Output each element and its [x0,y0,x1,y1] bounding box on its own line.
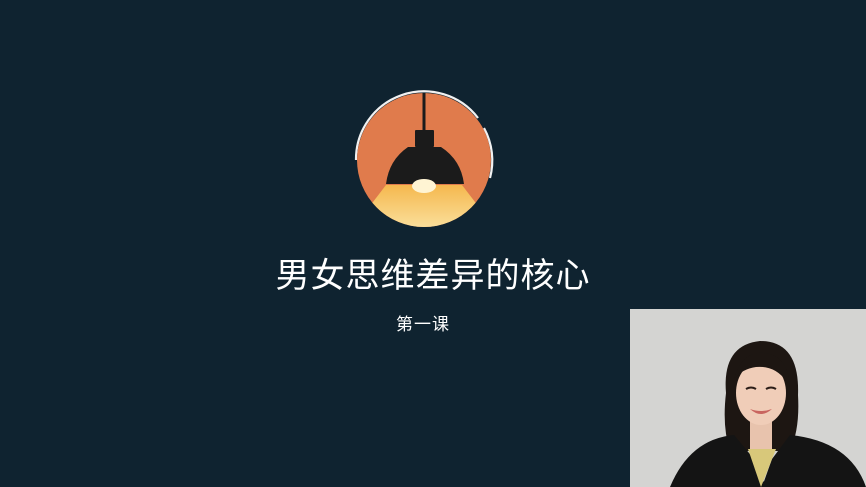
presenter-webcam-feed [630,309,866,487]
pendant-lamp-icon [346,90,498,232]
slide-subtitle: 第一课 [396,315,450,335]
presenter-image [630,309,866,487]
slide-title: 男女思维差异的核心 [275,256,591,296]
pendant-lamp-graphic [354,90,494,227]
